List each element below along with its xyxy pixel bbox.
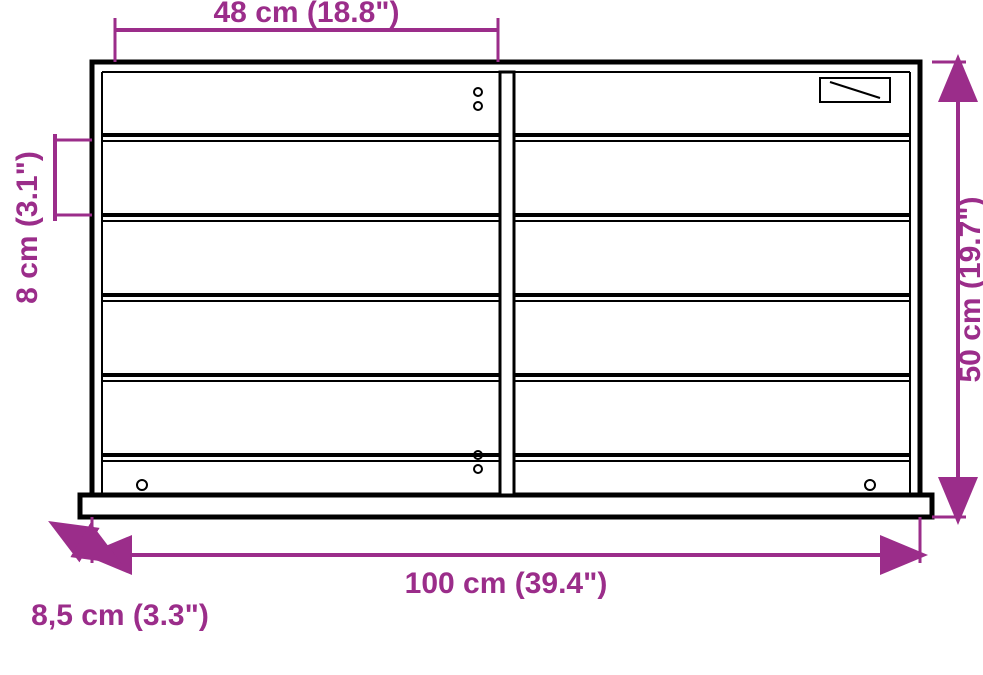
dim-line-depth: [55, 525, 115, 560]
dimension-diagram: 48 cm (18.8") 8 cm (3.1") 100 cm (39.4") 50…: [0, 0, 983, 675]
hole: [137, 480, 147, 490]
hole: [474, 102, 482, 110]
label-width-top: 48 cm (18.8"): [214, 0, 400, 29]
hole: [474, 88, 482, 96]
label-depth: 8,5 cm (3.3"): [31, 599, 209, 632]
hole: [474, 465, 482, 473]
hole: [865, 480, 875, 490]
cabinet-bottom-ledge: [80, 495, 932, 517]
label-height-right: 50 cm (19.7"): [954, 197, 983, 383]
hardware-detail: [830, 82, 880, 98]
label-width-bottom: 100 cm (39.4"): [405, 567, 608, 600]
label-height-gap: 8 cm (3.1"): [11, 151, 44, 304]
center-divider: [500, 72, 514, 495]
